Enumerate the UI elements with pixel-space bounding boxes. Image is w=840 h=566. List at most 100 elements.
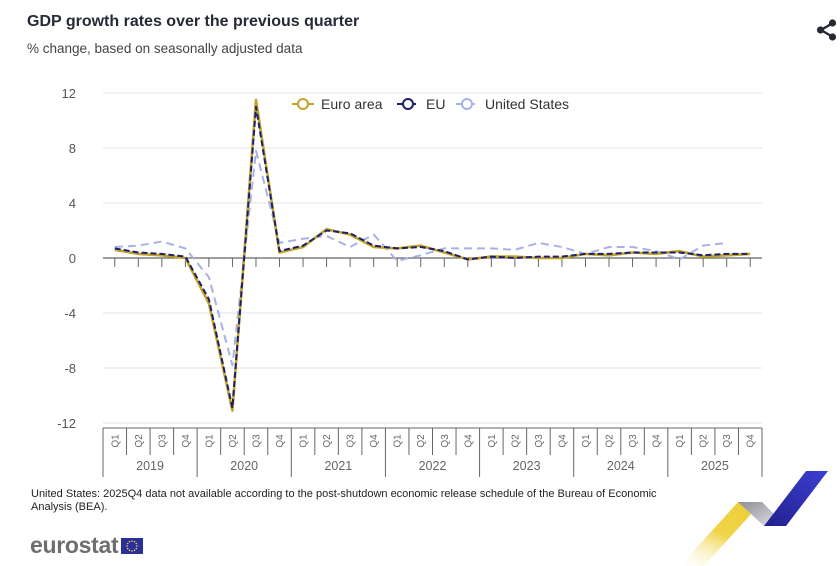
data-point[interactable]	[557, 252, 567, 262]
quarter-label: Q2	[322, 434, 333, 448]
legend-item-eu[interactable]: EU	[397, 96, 445, 112]
y-axis: 12 8 4 0 -4 -8 -12	[57, 86, 76, 431]
data-point[interactable]	[157, 237, 167, 247]
data-point[interactable]	[675, 248, 685, 258]
data-point[interactable]	[580, 249, 590, 259]
year-label: 2025	[701, 459, 729, 473]
data-point[interactable]	[463, 254, 473, 264]
legend-item-euro-area[interactable]: Euro area	[292, 96, 383, 112]
series-united-states	[114, 149, 732, 367]
quarter-label: Q3	[440, 434, 451, 448]
y-tick-label: -12	[57, 416, 76, 431]
quarter-label: Q4	[652, 434, 663, 448]
data-point[interactable]	[651, 248, 661, 258]
data-point[interactable]	[392, 243, 402, 253]
quarter-label: Q1	[393, 434, 404, 448]
data-point[interactable]	[510, 253, 520, 263]
quarter-label: Q1	[581, 434, 592, 448]
y-tick-label: -4	[64, 306, 76, 321]
data-point[interactable]	[180, 252, 190, 262]
series-line[interactable]	[114, 149, 727, 367]
quarter-label: Q2	[699, 434, 710, 448]
y-tick-label: -8	[64, 361, 76, 376]
data-point[interactable]	[486, 252, 496, 262]
quarter-label: Q1	[204, 434, 215, 448]
y-tick-label: 8	[69, 141, 76, 156]
quarter-label: Q4	[369, 434, 380, 448]
series-lines	[110, 98, 755, 413]
quarter-label: Q2	[605, 434, 616, 448]
data-point[interactable]	[369, 241, 379, 251]
quarter-label: Q2	[228, 434, 239, 448]
quarter-label: Q4	[181, 434, 192, 448]
data-point[interactable]	[227, 403, 237, 413]
quarter-label: Q4	[557, 434, 568, 448]
y-tick-label: 0	[69, 251, 76, 266]
quarter-label: Q4	[275, 434, 286, 448]
gridlines	[103, 92, 762, 424]
logo-text: eurostat	[30, 532, 119, 558]
data-point[interactable]	[416, 242, 426, 252]
footnote: United States: 2025Q4 data not available…	[31, 488, 657, 513]
quarter-label: Q2	[416, 434, 427, 448]
quarter-label: Q2	[510, 434, 521, 448]
chart-subtitle: % change, based on seasonally adjusted d…	[27, 41, 303, 56]
legend-marker-icon	[402, 98, 414, 110]
quarter-label: Q3	[251, 434, 262, 448]
data-point[interactable]	[298, 241, 308, 251]
data-point[interactable]	[463, 243, 473, 253]
data-point[interactable]	[439, 246, 449, 256]
legend-label: Euro area	[321, 96, 383, 112]
quarter-label: Q4	[746, 434, 757, 448]
data-point[interactable]	[628, 248, 638, 258]
legend-marker-icon	[297, 98, 309, 110]
y-tick-label: 4	[69, 196, 76, 211]
series-eu	[110, 102, 755, 413]
data-point[interactable]	[275, 246, 285, 256]
data-point[interactable]	[698, 241, 708, 251]
quarter-label: Q3	[534, 434, 545, 448]
data-point[interactable]	[557, 242, 567, 252]
data-point[interactable]	[322, 226, 332, 236]
y-tick-label: 12	[62, 86, 76, 101]
quarter-label: Q4	[463, 434, 474, 448]
data-point[interactable]	[110, 243, 120, 253]
eu-flag-icon	[121, 537, 144, 554]
decorative-ribbon-icon	[680, 471, 828, 566]
data-point[interactable]	[369, 230, 379, 240]
share-icon[interactable]	[815, 18, 839, 42]
year-label: 2019	[136, 459, 164, 473]
data-point[interactable]	[345, 228, 355, 238]
chart-title: GDP growth rates over the previous quart…	[27, 13, 360, 30]
year-label: 2020	[230, 459, 258, 473]
year-label: 2023	[513, 459, 541, 473]
quarter-label: Q3	[722, 434, 733, 448]
legend-item-united-states[interactable]: United States	[456, 96, 569, 112]
quarter-label: Q1	[299, 434, 310, 448]
quarter-label: Q1	[487, 434, 498, 448]
quarter-label: Q3	[346, 434, 357, 448]
quarter-label: Q1	[675, 434, 686, 448]
data-point[interactable]	[533, 238, 543, 248]
data-point[interactable]	[133, 248, 143, 258]
data-point[interactable]	[533, 252, 543, 262]
data-point[interactable]	[722, 238, 732, 248]
legend-label: EU	[426, 96, 445, 112]
data-point[interactable]	[722, 249, 732, 259]
share-icon-glyph	[816, 19, 837, 41]
year-label: 2022	[419, 459, 447, 473]
eurostat-logo[interactable]: eurostat	[30, 532, 144, 559]
data-point[interactable]	[204, 294, 214, 304]
data-point[interactable]	[604, 249, 614, 259]
data-point[interactable]	[345, 242, 355, 252]
data-point[interactable]	[698, 250, 708, 260]
data-point[interactable]	[157, 249, 167, 259]
data-point[interactable]	[745, 249, 755, 259]
legend-marker-icon	[461, 98, 473, 110]
data-point[interactable]	[204, 272, 214, 282]
data-point[interactable]	[251, 102, 261, 112]
series-line[interactable]	[114, 105, 751, 409]
year-label: 2024	[607, 459, 635, 473]
data-point[interactable]	[392, 256, 402, 266]
